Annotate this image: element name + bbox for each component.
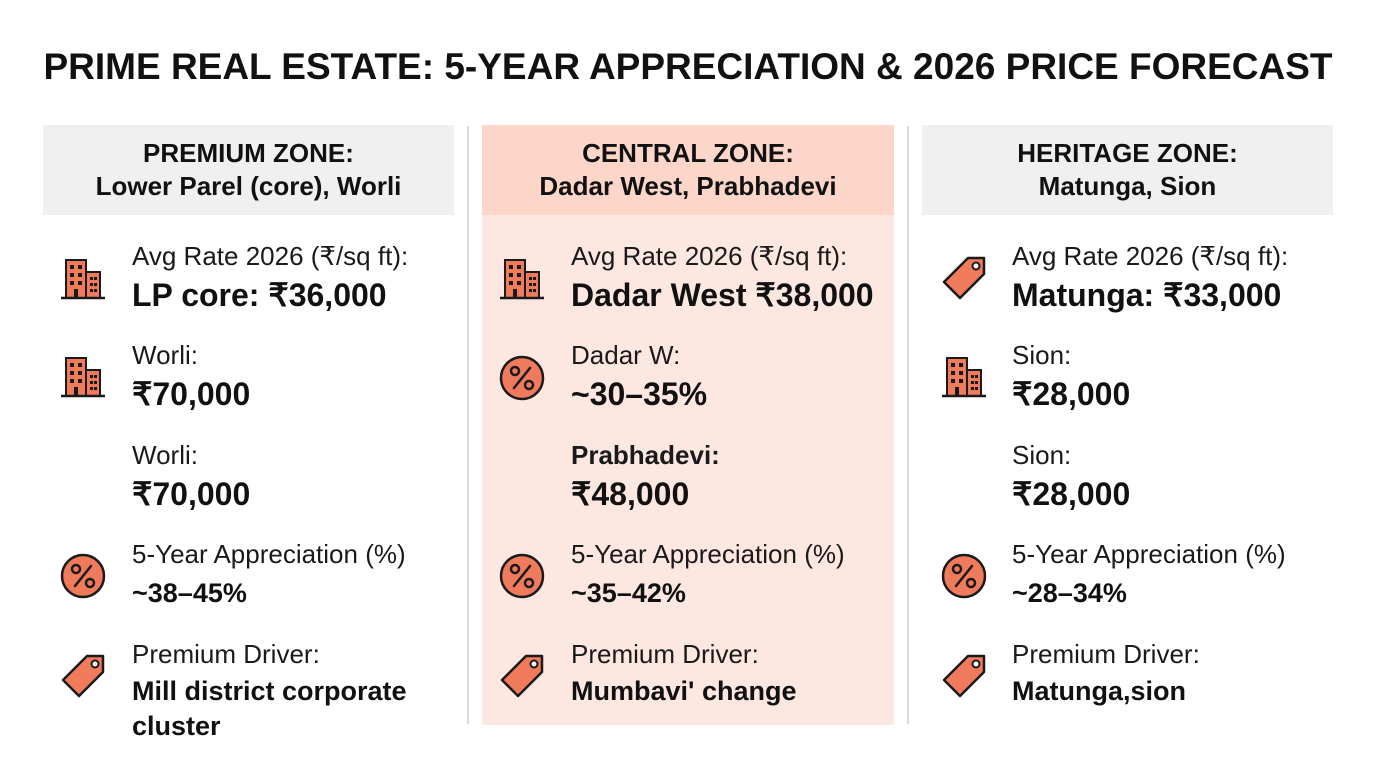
appreciation-label: 5-Year Appreciation (%) <box>132 539 406 569</box>
rate-value: ₹48,000 <box>571 476 690 512</box>
building-icon <box>496 252 548 304</box>
rate-value: ₹70,000 <box>132 376 251 412</box>
percent-icon <box>496 352 548 404</box>
driver-value: Mumbavi' change <box>571 676 797 706</box>
appreciation-value: ~28–34% <box>1012 578 1127 608</box>
zone-header: PREMIUM ZONE: Lower Parel (core), Worli <box>43 125 454 215</box>
column-divider <box>467 126 469 724</box>
rate-label: Dadar W: <box>571 340 681 370</box>
rate-label: Sion: <box>1012 340 1072 370</box>
rate-label: Worli: <box>132 340 198 370</box>
zone-header: CENTRAL ZONE: Dadar West, Prabhadevi <box>482 125 894 215</box>
column-divider <box>907 126 909 724</box>
zone-header-line1: HERITAGE ZONE: <box>1017 138 1238 168</box>
rate-value: ₹70,000 <box>132 476 251 512</box>
rate-value: ₹28,000 <box>1012 476 1131 512</box>
price-tag-icon <box>57 650 109 702</box>
price-tag-icon <box>938 252 990 304</box>
building-icon <box>938 350 990 402</box>
driver-label: Premium Driver: <box>132 639 320 669</box>
appreciation-value: ~38–45% <box>132 578 247 608</box>
zone-premium: PREMIUM ZONE: Lower Parel (core), Worli <box>43 125 454 215</box>
percent-icon <box>496 550 548 602</box>
percent-icon <box>57 550 109 602</box>
zone-central: CENTRAL ZONE: Dadar West, Prabhadevi <box>482 125 894 725</box>
rate-value: ~30–35% <box>571 376 708 412</box>
price-tag-icon <box>938 650 990 702</box>
zone-heritage: HERITAGE ZONE: Matunga, Sion <box>922 125 1333 215</box>
appreciation-value: ~35–42% <box>571 578 686 608</box>
driver-label: Premium Driver: <box>571 639 759 669</box>
driver-value: Matunga,sion <box>1012 676 1186 706</box>
appreciation-label: 5-Year Appreciation (%) <box>571 539 845 569</box>
zone-header-line1: CENTRAL ZONE: <box>582 138 794 168</box>
zone-header-line2: Dadar West, Prabhadevi <box>539 171 837 201</box>
building-icon <box>57 252 109 304</box>
page-title: PRIME REAL ESTATE: 5-YEAR APPRECIATION &… <box>43 46 1333 87</box>
rate-value: LP core: ₹36,000 <box>132 277 387 313</box>
rate-label: Avg Rate 2026 (₹/sq ft): <box>132 241 409 271</box>
percent-icon <box>938 550 990 602</box>
zone-header: HERITAGE ZONE: Matunga, Sion <box>922 125 1333 215</box>
driver-value: Mill district corporate <box>132 676 407 706</box>
zone-header-line1: PREMIUM ZONE: <box>143 138 354 168</box>
building-icon <box>57 350 109 402</box>
driver-value-line2: cluster <box>132 711 221 741</box>
rate-label: Sion: <box>1012 440 1072 470</box>
rate-label: Avg Rate 2026 (₹/sq ft): <box>571 241 848 271</box>
zone-header-line2: Matunga, Sion <box>1038 171 1217 201</box>
price-tag-icon <box>496 650 548 702</box>
rate-label: Prabhadevi: <box>571 440 720 470</box>
rate-label: Avg Rate 2026 (₹/sq ft): <box>1012 241 1289 271</box>
appreciation-label: 5-Year Appreciation (%) <box>1012 539 1286 569</box>
driver-label: Premium Driver: <box>1012 639 1200 669</box>
rate-value: Matunga: ₹33,000 <box>1012 277 1282 313</box>
rate-value: Dadar West ₹38,000 <box>571 277 874 313</box>
rate-label: Worli: <box>132 440 198 470</box>
rate-value: ₹28,000 <box>1012 376 1131 412</box>
zone-header-line2: Lower Parel (core), Worli <box>95 171 402 201</box>
